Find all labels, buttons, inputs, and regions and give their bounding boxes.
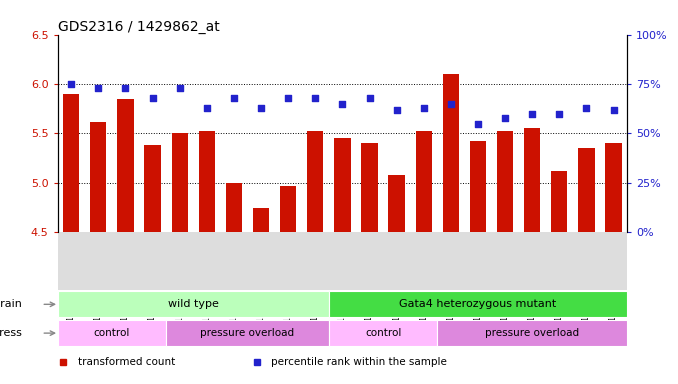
Point (418, 105, 429, 111)
Text: stress: stress (0, 328, 22, 338)
Text: strain: strain (0, 299, 22, 310)
Text: Gata4 heterozygous mutant: Gata4 heterozygous mutant (399, 299, 557, 310)
Bar (497, 131, 513, 232)
Point (66, 81, 77, 87)
Bar (117, 99, 134, 232)
Bar (551, 171, 567, 232)
Bar (172, 134, 188, 232)
Bar (361, 143, 378, 232)
Bar (605, 143, 622, 232)
Point (201, 105, 212, 111)
Bar (226, 183, 242, 232)
Point (147, 95, 158, 101)
Point (93, 85, 104, 91)
Text: transformed count: transformed count (77, 357, 175, 367)
Bar (329, 291, 627, 317)
Point (120, 85, 131, 91)
Point (310, 95, 321, 101)
Bar (329, 320, 437, 346)
Point (527, 111, 538, 117)
Point (445, 101, 456, 107)
Bar (388, 175, 405, 232)
Point (283, 95, 294, 101)
Point (391, 107, 402, 113)
Bar (437, 320, 627, 346)
Point (337, 101, 348, 107)
Bar (470, 141, 486, 232)
Point (473, 121, 483, 127)
Bar (58, 320, 166, 346)
Bar (90, 122, 106, 232)
Point (174, 85, 185, 91)
Bar (199, 131, 215, 232)
Bar (443, 74, 459, 232)
Bar (524, 129, 540, 232)
Text: wild type: wild type (167, 299, 219, 310)
Point (554, 111, 565, 117)
Point (256, 105, 266, 111)
Text: pressure overload: pressure overload (485, 328, 579, 338)
Bar (280, 186, 296, 232)
Bar (578, 148, 595, 232)
Point (228, 95, 239, 101)
Text: control: control (365, 328, 401, 338)
Point (364, 95, 375, 101)
Point (608, 107, 619, 113)
Bar (58, 291, 329, 317)
Bar (63, 94, 79, 232)
Point (581, 105, 592, 111)
Bar (307, 131, 323, 232)
Text: GDS2316 / 1429862_at: GDS2316 / 1429862_at (58, 20, 220, 33)
Text: percentile rank within the sample: percentile rank within the sample (271, 357, 447, 367)
Bar (416, 131, 432, 232)
Bar (253, 208, 269, 232)
Text: control: control (94, 328, 130, 338)
Bar (166, 320, 329, 346)
Text: pressure overload: pressure overload (201, 328, 294, 338)
Point (500, 114, 511, 121)
Bar (144, 145, 161, 232)
Bar (334, 138, 351, 232)
